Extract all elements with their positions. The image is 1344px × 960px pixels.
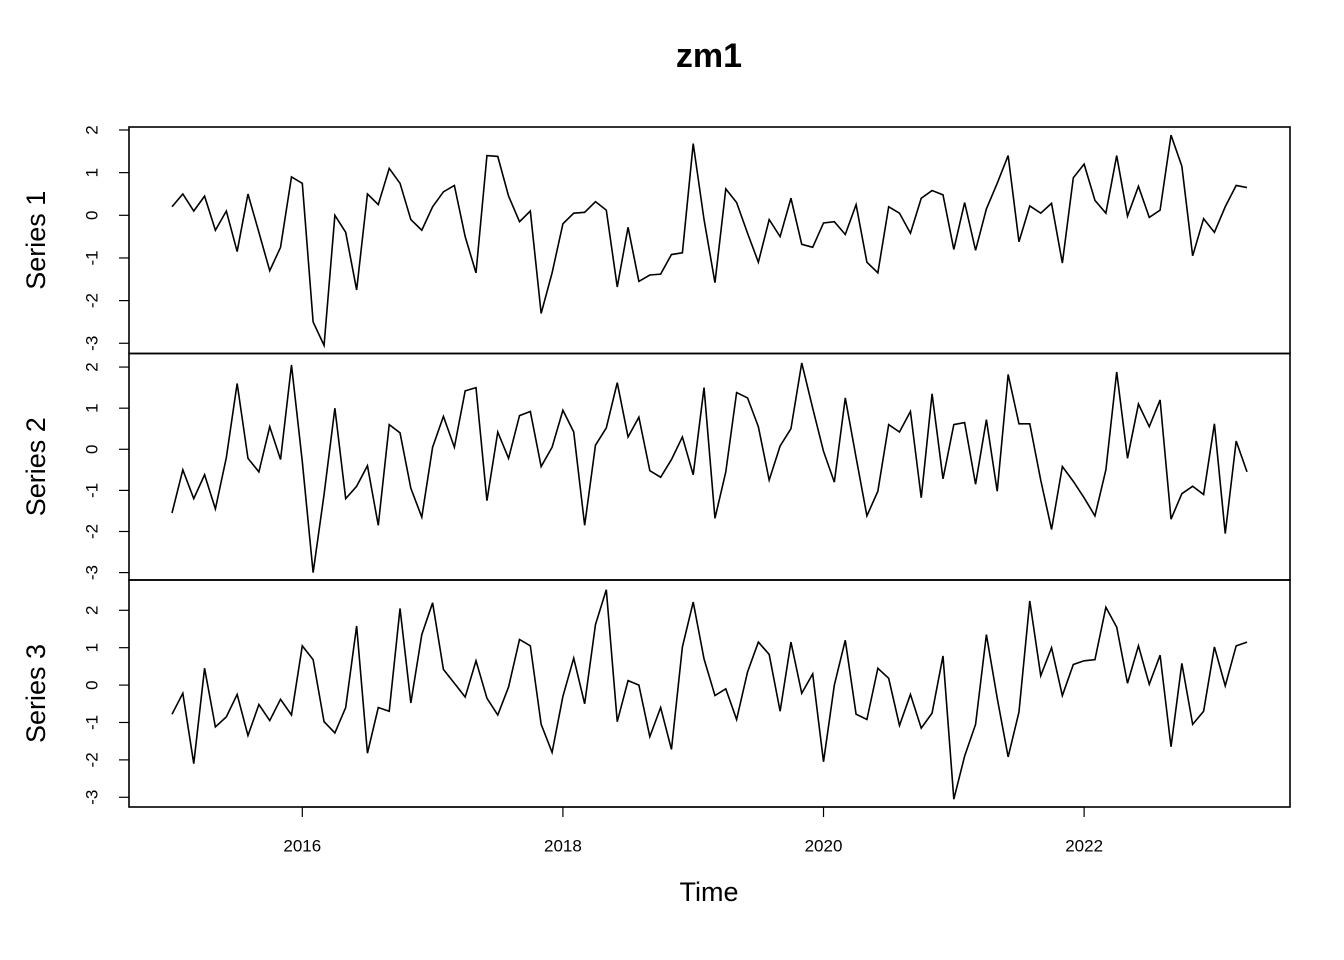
y-axis-label: Series 2: [21, 417, 51, 516]
y-tick-label: -1: [82, 715, 101, 730]
y-tick-label: -1: [82, 483, 101, 498]
y-tick-label: -2: [82, 524, 101, 539]
y-tick-label: 0: [82, 211, 101, 220]
x-tick-label: 2020: [805, 836, 843, 855]
series-line: [171, 362, 1248, 573]
y-tick-label: -1: [82, 250, 101, 265]
y-tick-label: -3: [82, 565, 101, 580]
series-line: [171, 134, 1248, 349]
series-line: [171, 589, 1248, 800]
x-axis-label: Time: [680, 877, 739, 907]
y-tick-label: 1: [82, 643, 101, 652]
y-axis-label: Series 1: [21, 191, 51, 290]
y-tick-label: -3: [82, 336, 101, 351]
x-tick-label: 2018: [544, 836, 582, 855]
y-tick-label: -3: [82, 790, 101, 805]
y-tick-label: 1: [82, 168, 101, 177]
x-tick-label: 2022: [1065, 836, 1103, 855]
y-tick-label: 0: [82, 680, 101, 689]
panel-frame: [128, 579, 1291, 808]
y-axis-label: Series 3: [21, 644, 51, 743]
chart-title: zm1: [676, 37, 742, 75]
y-tick-label: -2: [82, 293, 101, 308]
y-tick-label: 2: [82, 362, 101, 371]
y-tick-label: 2: [82, 125, 101, 134]
y-tick-label: 2: [82, 606, 101, 615]
y-tick-label: 1: [82, 403, 101, 412]
x-tick-label: 2016: [283, 836, 321, 855]
y-tick-label: -2: [82, 752, 101, 767]
y-tick-label: 0: [82, 445, 101, 454]
